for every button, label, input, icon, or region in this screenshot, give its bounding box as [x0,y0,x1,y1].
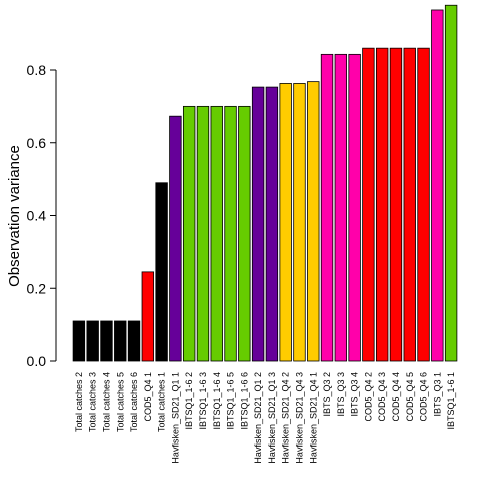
x-tick-label: Total catches 3 [88,372,98,432]
bar [375,47,389,362]
bar [72,320,86,362]
bar [127,320,141,362]
y-axis-title: Observation variance [6,145,23,287]
x-tick-label: Havfisken_SD21_Q1 1 [170,372,180,464]
bar [403,47,416,362]
bar [444,4,458,362]
x-tick-label: Havfisken_SD21_Q4 3 [294,372,304,464]
bar [320,53,334,362]
x-tick-label: IBTSQ1_1-6 6 [239,372,249,430]
bar [334,53,348,362]
x-tick-label: IBTS_Q3 4 [350,372,360,417]
x-tick-label: Havfisken_SD21_Q1 3 [267,372,277,464]
x-tick-label: Havfisken_SD21_Q1 2 [253,372,263,464]
x-tick-label: IBTSQ1_1-6 5 [226,372,236,430]
y-tick-label: 0.6 [27,135,47,151]
y-tick-label: 0.0 [27,353,47,369]
bar [348,53,361,362]
bar [431,9,444,362]
bars-group [72,4,458,362]
x-tick-label: IBTSQ1_1-6 4 [212,372,222,430]
x-tick-label: Total catches 1 [157,372,167,432]
bar [182,105,196,362]
x-tick-label: Havfisken_SD21_Q4 1 [308,372,318,464]
bar [169,115,182,362]
bar [114,320,127,362]
x-tick-label: Total catches 2 [74,372,84,432]
x-tick-labels: Total catches 2 Total catches 3 Total catc… [74,372,456,464]
y-axis: 0.0 0.2 0.4 0.6 0.8 [27,62,57,369]
bar [155,182,168,362]
y-tick-label: 0.4 [27,208,47,224]
x-tick-label: IBTSQ1_1-6 3 [198,372,208,430]
bar [196,105,210,362]
bar [417,47,430,362]
bar [238,105,251,362]
x-tick-label: COD5_Q4 5 [405,372,415,422]
x-tick-label: IBTS_Q3 2 [322,372,332,417]
x-tick-label: Havfisken_SD21_Q4 2 [281,372,291,464]
x-tick-label: IBTS_Q3 3 [336,372,346,417]
bar [224,105,237,362]
bar [265,86,279,362]
x-tick-label: Total catches 5 [115,372,125,432]
bar [279,83,292,362]
bar [362,47,375,362]
x-tick-label: Total catches 6 [129,372,139,432]
bar [141,271,155,362]
x-tick-label: COD5_Q4 3 [377,372,387,422]
x-tick-label: IBTSQ1_1-6 1 [446,372,456,430]
bar [210,105,223,362]
y-tick-label: 0.2 [27,280,47,296]
x-tick-label: COD5_Q4 1 [143,372,153,422]
x-tick-label: COD5_Q4 4 [391,372,401,422]
bar [389,47,403,362]
bar [293,83,306,362]
bar [100,320,113,362]
x-tick-label: Total catches 4 [101,372,111,432]
bar [307,81,320,362]
x-tick-label: IBTS_Q3 1 [432,372,442,417]
x-tick-label: COD5_Q4 2 [363,372,373,422]
bar [251,86,265,362]
y-tick-label: 0.8 [27,62,47,78]
x-tick-label: COD5_Q4 6 [419,372,429,422]
bar [86,320,99,362]
x-tick-label: IBTSQ1_1-6 2 [184,372,194,430]
